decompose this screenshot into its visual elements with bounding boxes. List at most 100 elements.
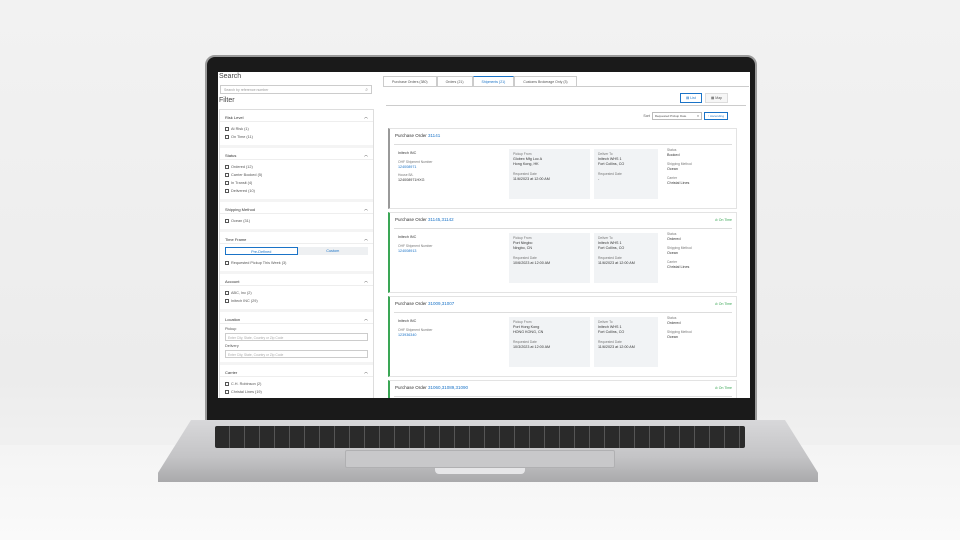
checkbox-icon[interactable] bbox=[225, 291, 229, 295]
trackpad bbox=[345, 450, 615, 468]
filter-checkbox[interactable]: ABC, Inc (2) bbox=[225, 289, 368, 297]
checkbox-icon[interactable] bbox=[225, 189, 229, 193]
ohf-link[interactable]: 124008913 bbox=[398, 249, 417, 253]
checkbox-icon[interactable] bbox=[225, 173, 229, 177]
chevron-up-icon[interactable]: ︿ bbox=[364, 369, 368, 374]
sort-select[interactable]: Requested Pickup Date ▾ bbox=[651, 112, 702, 120]
shipment-card[interactable]: Purchase Order 31060,31089,31090 ⊘ On Tim… bbox=[388, 380, 737, 398]
filter-section-title: Shipping Method bbox=[225, 206, 256, 212]
po-link[interactable]: 31141 bbox=[428, 133, 441, 138]
filter-section-header[interactable]: Carrier ︿ bbox=[220, 368, 373, 377]
tab-shipments[interactable]: Shipments (21) bbox=[472, 76, 515, 86]
filter-section-header[interactable]: Risk Level ︿ bbox=[220, 113, 373, 122]
shipment-card[interactable]: Purchase Order 31009,31007 ⊘ On Time Inite… bbox=[388, 296, 737, 377]
po-link[interactable]: 31145,31142 bbox=[428, 217, 454, 222]
filter-section-title: Location bbox=[225, 316, 241, 322]
filter-section: Carrier ︿ C.H. Robinson (2) Christal Lines … bbox=[220, 365, 373, 398]
segment-pre-defined[interactable]: Pre-Defined bbox=[225, 247, 298, 255]
checkbox-label: In Transit (4) bbox=[231, 181, 253, 185]
sort-order-button[interactable]: ↑ Ascending bbox=[703, 112, 728, 120]
tab-purchase-orders[interactable]: Purchase Orders (380) bbox=[383, 76, 437, 86]
filter-section: Location ︿ Pickup Enter City, State, Countr… bbox=[220, 312, 373, 362]
deliver-label: Deliver To bbox=[598, 152, 613, 156]
filter-title: Filter bbox=[219, 97, 235, 104]
card-divider bbox=[394, 312, 732, 313]
checkbox-icon[interactable] bbox=[225, 165, 229, 169]
chevron-up-icon[interactable]: ︿ bbox=[364, 114, 368, 119]
checkbox-icon[interactable] bbox=[225, 135, 229, 139]
chevron-up-icon[interactable]: ︿ bbox=[364, 206, 368, 211]
shipment-card[interactable]: Purchase Order 31141 Initech INC OHF Shipm… bbox=[388, 128, 737, 209]
divider bbox=[386, 105, 746, 106]
status-column: Status Ordered Shipping Method Ocean Carrier… bbox=[667, 232, 692, 274]
pickup-input[interactable]: Enter City, State, Country or Zip Code bbox=[225, 333, 368, 341]
map-label: Map bbox=[715, 96, 723, 100]
checkbox-icon[interactable] bbox=[225, 261, 229, 265]
filter-section-header[interactable]: Location ︿ bbox=[220, 315, 373, 324]
tab-customs-brokerage-only[interactable]: Customs Brokerage Only (3) bbox=[514, 76, 577, 86]
company-name: Initech INC bbox=[398, 235, 417, 239]
ohf-link[interactable]: 124008971 bbox=[398, 165, 417, 169]
chevron-up-icon[interactable]: ︿ bbox=[364, 152, 368, 157]
segment-custom[interactable]: Custom bbox=[326, 249, 340, 253]
deliver-box: Deliver To Initech WHS 1 Fort Collins, CO R… bbox=[594, 317, 658, 367]
tab-bar: Purchase Orders (380) Orders (21) Shipment… bbox=[383, 76, 749, 87]
company-name: Initech INC bbox=[398, 151, 417, 155]
checkbox-label: Ordered (12) bbox=[231, 165, 253, 169]
deliver-value: Fort Collins, CO bbox=[598, 162, 625, 166]
filter-checkbox[interactable]: Ordered (12) bbox=[225, 163, 368, 171]
sort-value: Requested Pickup Date bbox=[654, 114, 687, 118]
filter-checkbox[interactable]: C.H. Robinson (2) bbox=[225, 380, 368, 388]
method-label: Shipping Method bbox=[667, 330, 692, 334]
checkbox-label: At Risk (1) bbox=[231, 127, 249, 131]
filter-section-title: Status bbox=[225, 152, 237, 158]
filter-section-header[interactable]: Status ︿ bbox=[220, 151, 373, 160]
filter-checkbox[interactable]: Hanjin Logistics INC (1) bbox=[225, 396, 368, 398]
filter-checkbox[interactable]: At Risk (1) bbox=[225, 125, 368, 133]
filter-checkbox[interactable]: Christal Lines (19) bbox=[225, 388, 368, 396]
delivery-input[interactable]: Enter City, State, Country or Zip Code bbox=[225, 350, 368, 358]
chevron-up-icon[interactable]: ︿ bbox=[364, 278, 368, 283]
filter-checkbox[interactable]: On Time (11) bbox=[225, 133, 368, 141]
filter-checkbox[interactable]: Ocean (31) bbox=[225, 217, 368, 225]
po-link[interactable]: 31009,31007 bbox=[428, 301, 455, 306]
filter-checkbox[interactable]: Carrier Booked (5) bbox=[225, 171, 368, 179]
shipment-card[interactable]: Purchase Order 31145,31142 ⊘ On Time Inite… bbox=[388, 212, 737, 293]
checkbox-icon[interactable] bbox=[225, 299, 229, 303]
filter-checkbox[interactable]: Requested Pickup This Week (3) bbox=[225, 259, 368, 267]
search-title: Search bbox=[219, 73, 242, 80]
list-view-button[interactable]: ▤ List bbox=[680, 93, 702, 103]
ohf-link[interactable]: 123936340 bbox=[398, 333, 417, 337]
filter-section-header[interactable]: Account ︿ bbox=[220, 277, 373, 286]
on-time-badge: ⊘ On Time bbox=[715, 302, 732, 306]
checkbox-icon[interactable] bbox=[225, 390, 229, 394]
badge-label: On Time bbox=[718, 302, 732, 306]
checkbox-icon[interactable] bbox=[225, 127, 229, 131]
arrow-up-icon: ↑ bbox=[707, 114, 710, 118]
card-title: Purchase Order 31060,31089,31090 bbox=[395, 385, 468, 390]
filter-section-header[interactable]: Shipping Method ︿ bbox=[220, 205, 373, 214]
filter-checkbox[interactable]: Delivered (10) bbox=[225, 187, 368, 195]
filter-checkbox[interactable]: In Transit (4) bbox=[225, 179, 368, 187]
filter-checkbox[interactable]: Initech INC (29) bbox=[225, 297, 368, 305]
list-icon: ▤ bbox=[686, 96, 691, 100]
checkbox-label: Delivered (10) bbox=[231, 189, 255, 193]
filter-section-header[interactable]: Time Frame ︿ bbox=[220, 235, 373, 244]
po-link[interactable]: 31060,31089,31090 bbox=[428, 385, 469, 390]
method-label: Shipping Method bbox=[667, 162, 692, 166]
screen: Search Search by reference number ⌕ Filte… bbox=[218, 72, 750, 398]
keyboard bbox=[215, 426, 745, 448]
results-panel: Purchase Orders (380) Orders (21) Shipment… bbox=[382, 72, 750, 398]
checkbox-icon[interactable] bbox=[225, 382, 229, 386]
requested-date-label: Requested Date bbox=[513, 256, 537, 260]
checkbox-icon[interactable] bbox=[225, 219, 229, 223]
house-label: House B/L bbox=[398, 173, 414, 177]
checkbox-icon[interactable] bbox=[225, 181, 229, 185]
tab-orders[interactable]: Orders (21) bbox=[436, 76, 473, 86]
deliver-value: Fort Collins, CO bbox=[598, 246, 625, 250]
pickup-box: Pickup From Port Ningbo Ningbo, CN Requeste… bbox=[509, 233, 590, 283]
chevron-up-icon[interactable]: ︿ bbox=[364, 316, 368, 321]
chevron-up-icon[interactable]: ︿ bbox=[364, 236, 368, 241]
search-input[interactable]: Search by reference number ⌕ bbox=[220, 85, 372, 94]
map-view-button[interactable]: ▦ Map bbox=[705, 93, 729, 103]
